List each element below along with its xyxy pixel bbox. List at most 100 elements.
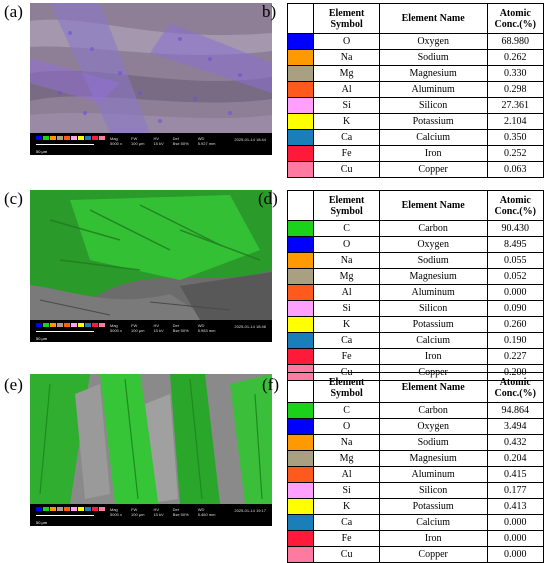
table-row: Si Silicon 0.177 — [286, 482, 544, 499]
atomic-conc: 0.177 — [486, 482, 544, 499]
element-color-swatch — [286, 514, 315, 531]
color-key-swatch — [99, 507, 105, 511]
header-swatch — [286, 3, 315, 34]
element-color-swatch — [286, 316, 315, 333]
element-symbol: O — [313, 33, 380, 50]
element-name: Carbon — [378, 402, 488, 419]
scale-label-e: 50 μm — [36, 520, 48, 525]
color-key-swatch — [50, 507, 56, 511]
table-row: Fe Iron 0.252 — [286, 145, 544, 162]
element-color-swatch — [286, 145, 315, 162]
color-key-swatch — [92, 136, 98, 140]
header-conc: Atomic Conc.(%) — [486, 372, 544, 403]
element-color-swatch — [286, 332, 315, 349]
color-key-swatch — [36, 136, 42, 140]
panel-label-f: (f) — [262, 375, 279, 394]
element-color-swatch — [286, 252, 315, 269]
color-key-swatch — [64, 507, 70, 511]
header-name: Element Name — [378, 3, 488, 34]
element-color-swatch — [286, 113, 315, 130]
element-symbol: K — [313, 498, 380, 515]
element-name: Iron — [378, 348, 488, 365]
element-color-swatch — [286, 129, 315, 146]
element-name: Aluminum — [378, 81, 488, 98]
color-key-swatch — [71, 136, 77, 140]
element-symbol: Na — [313, 49, 380, 66]
table-row: Ca Calcium 0.000 — [286, 514, 544, 531]
sem-image-e: Mag 5000 x FW 100 μm HV 15 kV Det Bse 50% WD… — [30, 374, 272, 526]
sem-color-key-a — [36, 136, 105, 140]
table-row: Na Sodium 0.432 — [286, 434, 544, 451]
sem-image-a: Mag 5000 x FW 100 μm HV 15 kV Det Bse 50% WD… — [30, 3, 272, 155]
table-row: Fe Iron 0.000 — [286, 530, 544, 547]
element-name: Sodium — [378, 252, 488, 269]
panel-label-a: (a) — [4, 2, 23, 21]
color-key-swatch — [64, 136, 70, 140]
element-name: Potassium — [378, 498, 488, 515]
atomic-conc: 8.495 — [486, 236, 544, 253]
header-symbol: Element Symbol — [313, 372, 380, 403]
atomic-conc: 68.980 — [486, 33, 544, 50]
element-color-swatch — [286, 450, 315, 467]
table-row: Al Aluminum 0.415 — [286, 466, 544, 483]
element-color-swatch — [286, 482, 315, 499]
element-symbol: Si — [313, 482, 380, 499]
header-name: Element Name — [378, 190, 488, 221]
table-row: Na Sodium 0.055 — [286, 252, 544, 269]
element-symbol: Ca — [313, 514, 380, 531]
atomic-conc: 2.104 — [486, 113, 544, 130]
element-color-swatch — [286, 418, 315, 435]
header-conc: Atomic Conc.(%) — [486, 190, 544, 221]
atomic-conc: 0.252 — [486, 145, 544, 162]
color-key-swatch — [43, 136, 49, 140]
element-symbol: Si — [313, 300, 380, 317]
element-name: Aluminum — [378, 466, 488, 483]
atomic-conc: 0.000 — [486, 514, 544, 531]
element-symbol: Si — [313, 97, 380, 114]
panel-label-b: b) — [262, 2, 277, 21]
element-name: Carbon — [378, 220, 488, 237]
color-key-swatch — [92, 323, 98, 327]
atomic-conc: 90.430 — [486, 220, 544, 237]
table-row: Ca Calcium 0.190 — [286, 332, 544, 349]
element-symbol: Al — [313, 81, 380, 98]
sem-meta-e: Mag 5000 x FW 100 μm HV 15 kV Det Bse 50% WD… — [110, 507, 216, 517]
color-key-swatch — [78, 323, 84, 327]
sem-meta-a: Mag 5000 x FW 100 μm HV 15 kV Det Bse 50% WD… — [110, 136, 216, 146]
scale-label-a: 50 μm — [36, 149, 48, 154]
table-row: C Carbon 94.864 — [286, 402, 544, 419]
element-symbol: K — [313, 316, 380, 333]
element-name: Magnesium — [378, 450, 488, 467]
color-key-swatch — [85, 507, 91, 511]
sem-info-bar-e: Mag 5000 x FW 100 μm HV 15 kV Det Bse 50% WD… — [30, 504, 272, 526]
color-key-swatch — [92, 507, 98, 511]
sem-color-key-e — [36, 507, 105, 511]
element-color-swatch — [286, 81, 315, 98]
element-symbol: C — [313, 220, 380, 237]
element-color-swatch — [286, 220, 315, 237]
element-name: Calcium — [378, 129, 488, 146]
color-key-swatch — [85, 136, 91, 140]
element-symbol: O — [313, 236, 380, 253]
element-color-swatch — [286, 33, 315, 50]
color-key-swatch — [78, 136, 84, 140]
element-symbol: Na — [313, 434, 380, 451]
table-row: Fe Iron 0.227 — [286, 348, 544, 365]
element-symbol: Mg — [313, 65, 380, 82]
table-row: Mg Magnesium 0.204 — [286, 450, 544, 467]
atomic-conc: 0.190 — [486, 332, 544, 349]
atomic-conc: 0.432 — [486, 434, 544, 451]
color-key-swatch — [50, 136, 56, 140]
header-symbol: Element Symbol — [313, 190, 380, 221]
table-row: Cu Copper 0.063 — [286, 161, 544, 178]
color-key-swatch — [43, 507, 49, 511]
scale-label-c: 50 μm — [36, 336, 48, 341]
table-row: Ca Calcium 0.350 — [286, 129, 544, 146]
color-key-swatch — [99, 136, 105, 140]
element-symbol: Ca — [313, 129, 380, 146]
header-swatch — [286, 372, 315, 403]
scale-bar-a — [36, 144, 94, 145]
atomic-conc: 94.864 — [486, 402, 544, 419]
sem-micrograph-a — [30, 3, 272, 155]
edx-table-b: Element Symbol Element Name Atomic Conc.… — [286, 3, 544, 178]
